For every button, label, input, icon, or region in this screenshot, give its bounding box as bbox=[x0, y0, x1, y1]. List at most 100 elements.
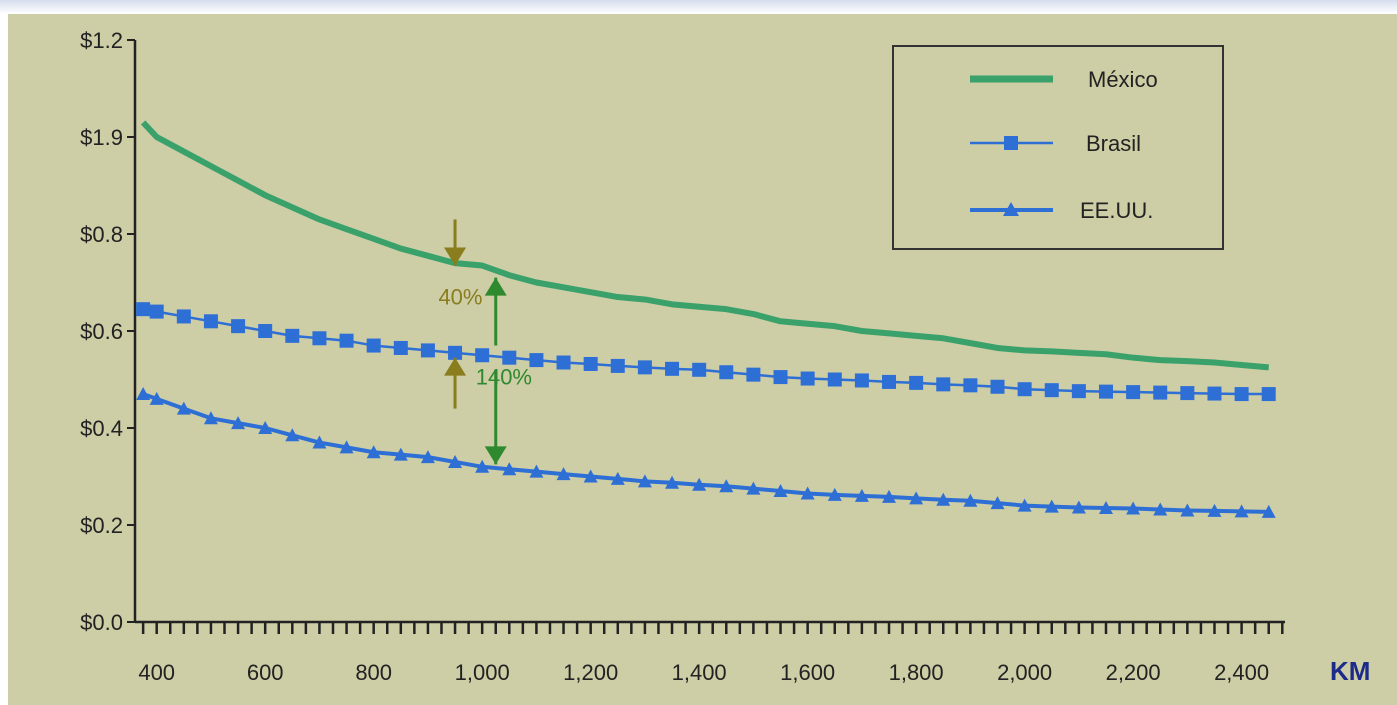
series-point-brasil bbox=[827, 372, 842, 387]
series-point-brasil bbox=[692, 362, 707, 377]
annotation-label: 40% bbox=[438, 284, 482, 309]
x-tick-label: 1,400 bbox=[672, 660, 727, 685]
series-point-brasil bbox=[800, 371, 815, 386]
series-point-brasil bbox=[746, 367, 761, 382]
series-point-brasil bbox=[773, 370, 788, 385]
series-point-eeuu bbox=[1261, 504, 1276, 518]
series-point-brasil bbox=[502, 350, 517, 365]
annotation-arrowhead bbox=[444, 247, 467, 266]
annotation-arrowhead bbox=[484, 446, 507, 465]
y-tick-label: $0.0 bbox=[80, 610, 123, 635]
series-point-eeuu bbox=[773, 484, 788, 498]
series-point-eeuu bbox=[990, 496, 1005, 510]
series-point-eeuu bbox=[1153, 502, 1168, 516]
y-tick-label: $0.6 bbox=[80, 319, 123, 344]
series-point-eeuu bbox=[1180, 503, 1195, 517]
series-point-eeuu bbox=[529, 464, 544, 478]
y-tick-label: $0.8 bbox=[80, 222, 123, 247]
x-tick-label: 1,200 bbox=[563, 660, 618, 685]
legend-marker-square bbox=[1004, 136, 1018, 150]
series-point-brasil bbox=[610, 358, 625, 373]
series-point-eeuu bbox=[203, 411, 218, 425]
series-point-brasil bbox=[258, 324, 273, 338]
series-point-eeuu bbox=[176, 401, 191, 415]
series-point-brasil bbox=[339, 333, 354, 348]
series-point-eeuu bbox=[963, 493, 978, 507]
series-point-brasil bbox=[936, 377, 951, 392]
series-point-eeuu bbox=[502, 462, 517, 476]
series-point-eeuu bbox=[637, 474, 652, 488]
series-point-eeuu bbox=[1044, 499, 1059, 513]
series-point-eeuu bbox=[692, 477, 707, 491]
series-point-eeuu bbox=[1098, 501, 1113, 515]
x-tick-label: 2,400 bbox=[1214, 660, 1269, 685]
x-tick-label: 1,000 bbox=[455, 660, 510, 685]
x-tick-label: 1,800 bbox=[889, 660, 944, 685]
x-tick-label: 400 bbox=[138, 660, 175, 685]
series-point-eeuu bbox=[258, 421, 273, 434]
annotation-arrowhead bbox=[444, 357, 467, 376]
legend-label: Brasil bbox=[1086, 131, 1141, 156]
series-point-brasil bbox=[1126, 385, 1141, 400]
legend-label: EE.UU. bbox=[1080, 198, 1153, 223]
x-tick-label: 2,000 bbox=[997, 660, 1052, 685]
series-point-brasil bbox=[1017, 382, 1032, 397]
series-point-eeuu bbox=[827, 487, 842, 501]
series-point-eeuu bbox=[393, 447, 408, 461]
series-point-brasil bbox=[854, 373, 869, 388]
series-point-eeuu bbox=[136, 387, 151, 401]
series-point-brasil bbox=[529, 353, 544, 368]
series-point-brasil bbox=[136, 302, 151, 317]
series-point-brasil bbox=[556, 355, 571, 370]
series-point-brasil bbox=[1261, 387, 1276, 402]
y-tick-label: $1.9 bbox=[80, 125, 123, 150]
series-point-eeuu bbox=[1234, 504, 1249, 518]
series-point-brasil bbox=[203, 314, 218, 329]
x-tick-label: 1,600 bbox=[780, 660, 835, 685]
series-point-eeuu bbox=[1126, 501, 1141, 515]
series-point-brasil bbox=[1180, 386, 1195, 401]
series-point-brasil bbox=[176, 309, 191, 324]
series-point-eeuu bbox=[1017, 498, 1032, 512]
series-point-brasil bbox=[882, 374, 897, 389]
annotation-arrowhead bbox=[484, 277, 507, 296]
series-point-brasil bbox=[1071, 384, 1086, 399]
series-point-eeuu bbox=[1207, 503, 1222, 517]
series-point-brasil bbox=[990, 379, 1005, 394]
series-point-brasil bbox=[1234, 387, 1249, 402]
series-point-brasil bbox=[231, 319, 246, 334]
top-band bbox=[0, 0, 1397, 14]
series-point-brasil bbox=[1044, 383, 1059, 398]
x-tick-label: 2,200 bbox=[1106, 660, 1161, 685]
series-point-eeuu bbox=[556, 467, 571, 481]
series-point-eeuu bbox=[339, 440, 354, 454]
series-point-brasil bbox=[719, 365, 734, 380]
series-point-eeuu bbox=[231, 416, 246, 430]
series-point-eeuu bbox=[1071, 500, 1086, 514]
series-point-brasil bbox=[475, 348, 490, 363]
series-point-eeuu bbox=[420, 450, 435, 464]
series-point-brasil bbox=[285, 328, 300, 343]
series-point-eeuu bbox=[583, 469, 598, 483]
legend-marker-triangle bbox=[1003, 202, 1019, 216]
series-point-brasil bbox=[393, 340, 408, 355]
series-point-eeuu bbox=[936, 492, 951, 506]
series-line-1 bbox=[140, 120, 1269, 371]
y-tick-label: $0.2 bbox=[80, 513, 123, 538]
series-point-eeuu bbox=[909, 491, 924, 505]
series-point-brasil bbox=[583, 356, 598, 371]
x-tick-label: 800 bbox=[355, 660, 392, 685]
series-point-brasil bbox=[1207, 386, 1222, 401]
series-point-eeuu bbox=[719, 479, 734, 493]
series-point-brasil bbox=[448, 345, 463, 360]
series-point-eeuu bbox=[665, 475, 680, 489]
x-tick-label: 600 bbox=[247, 660, 284, 685]
series-point-eeuu bbox=[854, 488, 869, 502]
y-tick-label: $1.2 bbox=[80, 28, 123, 53]
series-point-brasil bbox=[149, 304, 164, 319]
series-point-eeuu bbox=[475, 459, 490, 473]
series-point-eeuu bbox=[312, 435, 327, 449]
series-point-eeuu bbox=[149, 391, 164, 405]
series-point-brasil bbox=[963, 378, 978, 393]
